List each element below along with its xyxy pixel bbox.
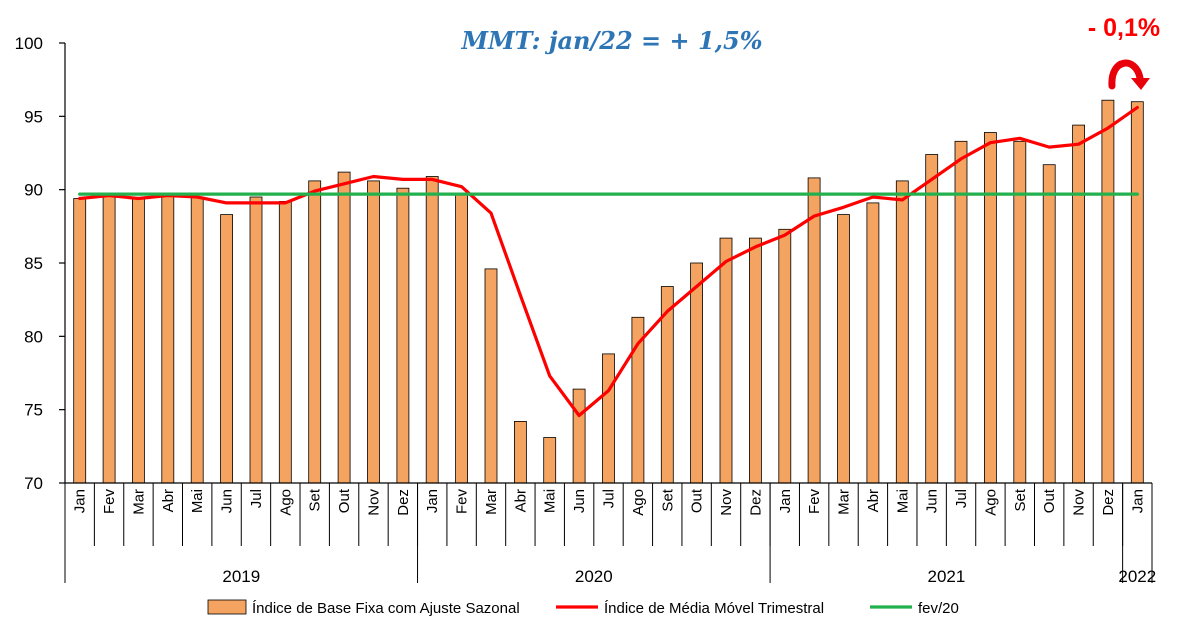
bar-31	[984, 132, 997, 484]
line-series	[78, 105, 1139, 418]
x-tick-label: Jan	[1129, 489, 1146, 513]
bar-15	[514, 420, 527, 484]
x-tick-label: Mar	[130, 489, 147, 515]
variation-annotation: - 0,1%	[1088, 14, 1160, 42]
curved-arrow-icon	[1108, 59, 1144, 90]
bar-36	[1130, 101, 1144, 484]
bar-17	[572, 388, 586, 484]
bar-2	[131, 198, 145, 484]
x-axis: Jan Fev Mar Abr Mai Jun Jul Ago Set Out Nov Dez Jan F…	[64, 482, 1156, 586]
y-tick-label: 95	[24, 107, 43, 126]
bar-9	[337, 171, 351, 484]
y-axis: 70 75 80 85 90 95 100	[15, 34, 66, 493]
bar-11	[396, 187, 410, 484]
bar-6	[249, 196, 263, 484]
bar-16	[543, 437, 557, 484]
year-label: 2020	[575, 567, 613, 586]
line-series-1	[78, 105, 1139, 418]
bar-29	[925, 154, 939, 484]
y-tick-label: 75	[24, 401, 43, 420]
bar-4	[190, 196, 204, 484]
bar-1	[102, 193, 116, 484]
legend-label-fev20: fev/20	[918, 600, 959, 617]
bar-7	[278, 200, 292, 484]
x-tick-label: Abr	[865, 489, 882, 512]
x-tick-label: Nov	[366, 489, 383, 516]
year-label: 2021	[927, 567, 965, 586]
x-tick-label: Abr	[160, 489, 177, 512]
x-tick-label: Ago	[630, 489, 647, 516]
bar-26	[837, 214, 850, 484]
x-tick-label: Set	[307, 488, 324, 511]
bar-14	[484, 268, 498, 484]
x-tick-label: Jul	[601, 489, 618, 508]
x-tick-label: Set	[1012, 488, 1029, 511]
bar-3	[161, 193, 175, 484]
mmt-annotation: MMT: jan/22 = + 1,5%	[460, 26, 762, 55]
bar-35	[1101, 99, 1115, 484]
x-tick-label: Mai	[894, 489, 911, 513]
bar-18	[602, 353, 615, 484]
x-tick-label: Jun	[924, 489, 941, 513]
x-tick-label: Jan	[777, 489, 794, 513]
bar-33	[1042, 164, 1056, 484]
legend: Índice de Base Fixa com Ajuste Sazonal Ín…	[207, 599, 959, 617]
legend-bar-swatch	[207, 599, 247, 615]
x-tick-label: Out	[689, 488, 706, 513]
x-tick-label: Fev	[806, 488, 823, 514]
x-tick-label: Ago	[277, 489, 294, 516]
year-label: 2022	[1118, 567, 1156, 586]
y-tick-label: 70	[24, 474, 43, 493]
year-label: 2019	[222, 567, 260, 586]
bar-21	[690, 262, 703, 484]
x-tick-label: Jun	[571, 489, 588, 513]
x-tick-label: Fev	[454, 489, 471, 515]
x-tick-label: Dez	[747, 489, 764, 516]
bar-0	[73, 198, 87, 484]
x-tick-label: Out	[336, 488, 353, 513]
x-tick-label: Set	[659, 488, 676, 511]
y-tick-label: 80	[24, 327, 43, 346]
x-tick-label: Jun	[219, 489, 236, 513]
x-tick-label: Jan	[424, 489, 441, 513]
x-tick-label: Jan	[72, 489, 89, 513]
legend-label-bars: Índice de Base Fixa com Ajuste Sazonal	[252, 600, 520, 617]
x-tick-label: Jul	[953, 489, 970, 508]
bar-34	[1072, 124, 1085, 484]
x-tick-label: Dez	[395, 489, 412, 516]
legend-label-mmt: Índice de Média Móvel Trimestral	[604, 600, 824, 617]
arrow-head-icon	[1131, 78, 1150, 90]
x-tick-label: Out	[1041, 488, 1058, 513]
bar-23	[749, 237, 762, 484]
y-tick-label: 85	[24, 254, 43, 273]
x-tick-label: Fev	[101, 489, 118, 515]
x-tick-label: Nov	[1071, 489, 1088, 516]
bar-5	[220, 214, 234, 484]
annotations: MMT: jan/22 = + 1,5% - 0,1%	[460, 14, 1160, 90]
bar-25	[807, 177, 821, 484]
bar-10	[367, 180, 380, 484]
bar-12	[425, 176, 439, 484]
bar-22	[719, 237, 733, 484]
bar-27	[866, 202, 880, 484]
y-tick-label: 90	[24, 181, 43, 200]
x-tick-label: Nov	[718, 488, 735, 515]
bar-8	[308, 180, 322, 484]
bar-13	[455, 193, 469, 484]
y-tick-label: 100	[15, 34, 43, 53]
x-tick-label: Mai	[542, 489, 559, 513]
x-tick-label: Dez	[1100, 489, 1117, 516]
x-tick-label: Mar	[483, 489, 500, 515]
bar-28	[895, 180, 909, 484]
x-tick-label: Ago	[982, 489, 999, 516]
x-tick-label: Mar	[836, 489, 853, 515]
bar-24	[778, 228, 792, 484]
x-tick-label: Abr	[512, 489, 529, 512]
x-tick-label: Mai	[189, 489, 206, 513]
x-tick-label: Jul	[248, 489, 265, 508]
bar-series	[73, 99, 1144, 484]
